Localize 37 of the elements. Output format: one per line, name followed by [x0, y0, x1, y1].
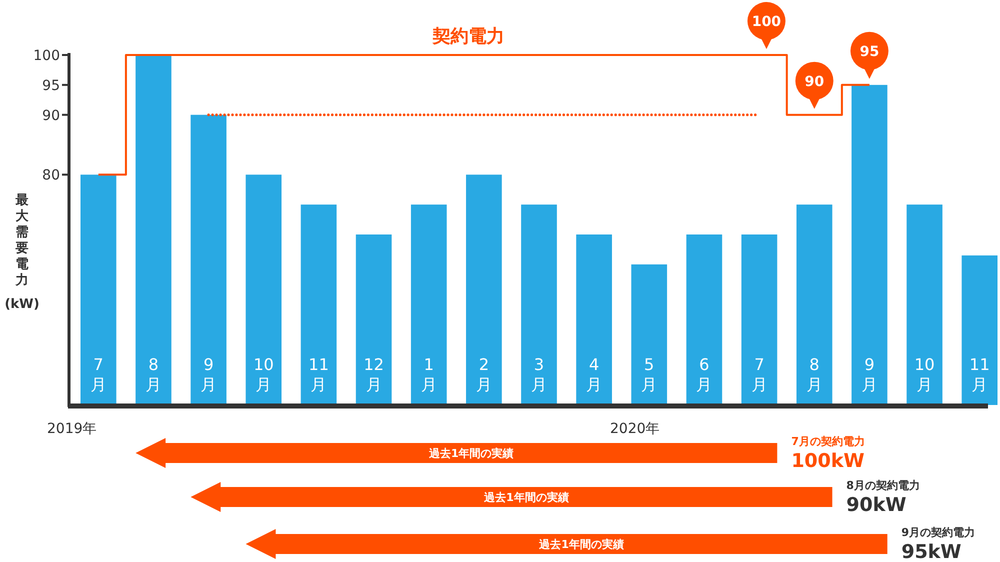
x-tick-label: 8月	[806, 355, 822, 394]
text: 90kW	[846, 494, 906, 516]
data-label: 95	[860, 44, 880, 60]
text: 100kW	[791, 450, 864, 472]
x-tick-label: 9月	[861, 355, 878, 394]
data-label: 90	[804, 74, 824, 90]
y-tick-label: 80	[42, 168, 60, 184]
x-tick-label: 1月	[420, 355, 437, 394]
x-tick-label: 12月	[364, 355, 384, 394]
x-tick-label: 10月	[253, 355, 274, 394]
x-tick-label: 11月	[308, 355, 329, 394]
y-tick-label: 90	[42, 108, 60, 124]
text: 95kW	[901, 541, 962, 562]
x-tick-label: 3月	[531, 355, 547, 394]
x-tick-label: 10月	[914, 355, 935, 394]
text: 2020年	[610, 421, 660, 437]
x-tick-label: 4月	[586, 355, 602, 394]
text: 過去1年間の実績	[483, 491, 569, 504]
x-tick-label: 11月	[969, 355, 990, 394]
data-label: 100	[752, 14, 782, 30]
x-tick-label: 8月	[145, 355, 162, 394]
text: 2019年	[47, 421, 97, 437]
x-tick-label: 2月	[476, 355, 492, 394]
x-tick-label: 7月	[90, 355, 106, 394]
x-tick-label: 6月	[696, 355, 712, 394]
y-tick-label: 95	[42, 78, 60, 94]
x-tick-label: 9月	[200, 355, 217, 394]
y-axis-title: 最大需要電力 (kW)	[4, 193, 40, 312]
x-tick-label: 7月	[751, 355, 768, 394]
series-label: 契約電力	[432, 26, 505, 47]
x-tick-label: 5月	[641, 355, 658, 394]
text: 7月の契約電力	[791, 435, 865, 448]
text: 過去1年間の実績	[428, 447, 514, 460]
text: 9月の契約電力	[901, 526, 976, 539]
text: 過去1年間の実績	[538, 538, 624, 551]
text: 8月の契約電力	[846, 479, 920, 492]
y-tick-label: 100	[33, 48, 60, 64]
